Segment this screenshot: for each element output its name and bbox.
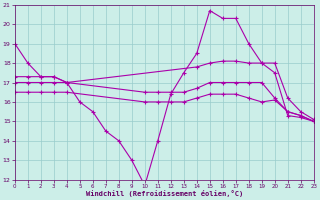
X-axis label: Windchill (Refroidissement éolien,°C): Windchill (Refroidissement éolien,°C) — [86, 190, 243, 197]
